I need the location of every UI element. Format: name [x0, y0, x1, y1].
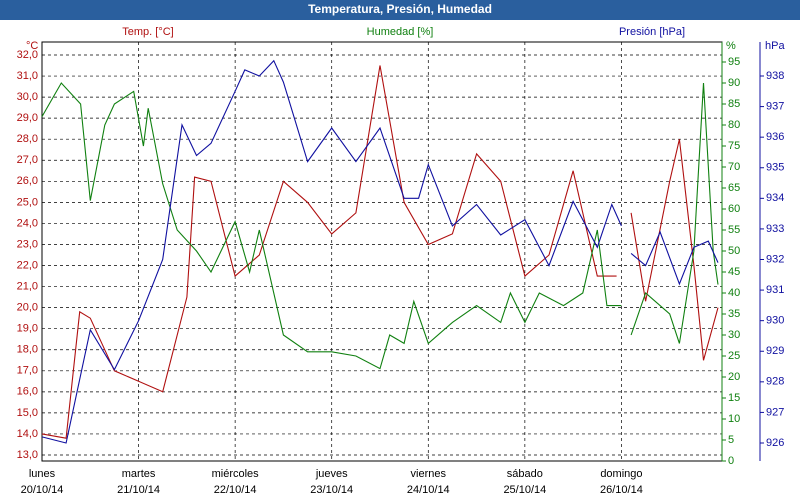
y2-tick-label: 90 [728, 77, 740, 89]
x-day-label: viernes [411, 468, 447, 480]
y-tick-label: 28,0 [17, 133, 38, 145]
y3-tick-label: 934 [766, 192, 784, 204]
y2-tick-label: 85 [728, 98, 740, 110]
x-day-label: lunes [29, 468, 56, 480]
y2-tick-label: 95 [728, 56, 740, 68]
y3-tick-label: 926 [766, 437, 784, 449]
y2-unit: % [726, 40, 736, 52]
y2-tick-label: 70 [728, 161, 740, 173]
y-tick-label: 32,0 [17, 49, 38, 61]
y3-tick-label: 932 [766, 253, 784, 265]
y-tick-label: 31,0 [17, 70, 38, 82]
title-bar [0, 0, 800, 20]
x-date-label: 23/10/14 [310, 484, 353, 496]
y2-tick-label: 30 [728, 329, 740, 341]
series-line [41, 82, 719, 370]
y-tick-label: 27,0 [17, 154, 38, 166]
y2-tick-label: 50 [728, 245, 740, 257]
y3-tick-label: 931 [766, 284, 784, 296]
y-tick-label: 26,0 [17, 175, 38, 187]
y-tick-label: 23,0 [17, 238, 38, 250]
y2-tick-label: 65 [728, 182, 740, 194]
y2-tick-label: 20 [728, 371, 740, 383]
y2-tick-label: 40 [728, 287, 740, 299]
y2-tick-label: 75 [728, 140, 740, 152]
y2-tick-label: 10 [728, 413, 740, 425]
x-date-label: 25/10/14 [503, 484, 546, 496]
x-date-label: 21/10/14 [117, 484, 160, 496]
y3-tick-label: 937 [766, 100, 784, 112]
y2-tick-label: 45 [728, 266, 740, 278]
y-tick-label: 20,0 [17, 302, 38, 314]
y-tick-label: 13,0 [17, 449, 38, 461]
y-tick-label: 29,0 [17, 112, 38, 124]
y-unit: °C [26, 40, 38, 52]
legend-entry: Temp. [°C] [122, 26, 173, 38]
y2-tick-label: 60 [728, 203, 740, 215]
y-tick-label: 25,0 [17, 196, 38, 208]
x-date-label: 24/10/14 [407, 484, 450, 496]
y2-tick-label: 25 [728, 350, 740, 362]
y-tick-label: 19,0 [17, 323, 38, 335]
series-line [41, 65, 719, 439]
y-tick-label: 14,0 [17, 428, 38, 440]
y-tick-label: 16,0 [17, 386, 38, 398]
x-day-label: martes [122, 468, 156, 480]
y-tick-label: 17,0 [17, 365, 38, 377]
plot-area [41, 41, 723, 462]
y2-tick-label: 55 [728, 224, 740, 236]
y2-tick-label: 80 [728, 119, 740, 131]
x-day-label: miércoles [212, 468, 260, 480]
series-line [41, 59, 719, 444]
y3-tick-label: 933 [766, 223, 784, 235]
x-date-label: 22/10/14 [214, 484, 257, 496]
x-date-label: 26/10/14 [600, 484, 643, 496]
y2-tick-label: 35 [728, 308, 740, 320]
legend-entry: Humedad [%] [367, 26, 434, 38]
y-tick-label: 22,0 [17, 259, 38, 271]
y2-tick-label: 15 [728, 392, 740, 404]
y3-tick-label: 936 [766, 131, 784, 143]
y3-tick-label: 938 [766, 70, 784, 82]
chart-title: Temperatura, Presión, Humedad [308, 2, 492, 16]
y3-tick-label: 929 [766, 345, 784, 357]
y3-tick-label: 928 [766, 376, 784, 388]
x-date-label: 20/10/14 [21, 484, 64, 496]
y3-tick-label: 927 [766, 406, 784, 418]
y3-tick-label: 930 [766, 315, 784, 327]
y-tick-label: 30,0 [17, 91, 38, 103]
y-tick-label: 21,0 [17, 280, 38, 292]
y2-tick-label: 0 [728, 455, 734, 467]
legend-entry: Presión [hPa] [619, 26, 685, 38]
y-tick-label: 18,0 [17, 344, 38, 356]
y3-tick-label: 935 [766, 162, 784, 174]
y-tick-label: 15,0 [17, 407, 38, 419]
x-day-label: jueves [315, 468, 348, 480]
x-day-label: domingo [600, 468, 642, 480]
y2-tick-label: 5 [728, 434, 734, 446]
y-tick-label: 24,0 [17, 217, 38, 229]
x-day-label: sábado [507, 468, 543, 480]
y3-unit: hPa [765, 40, 785, 52]
